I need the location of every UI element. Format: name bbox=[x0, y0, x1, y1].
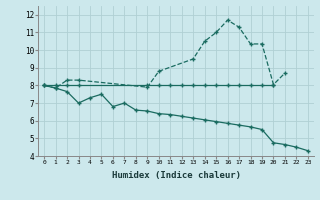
X-axis label: Humidex (Indice chaleur): Humidex (Indice chaleur) bbox=[111, 171, 241, 180]
